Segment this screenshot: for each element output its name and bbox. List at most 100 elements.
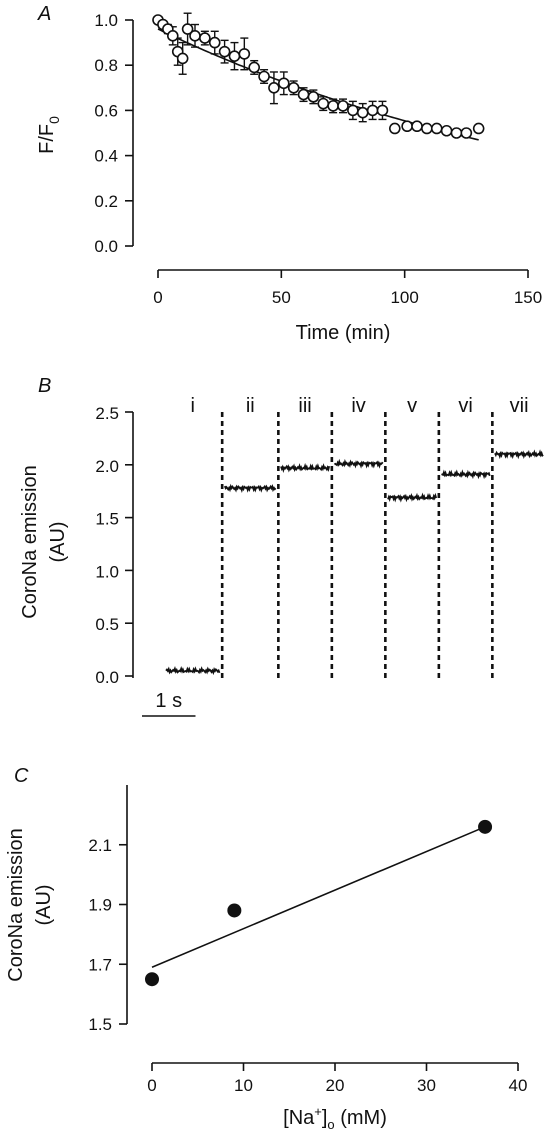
panel-b-trace (494, 449, 544, 460)
panel-c-data-point (227, 903, 242, 918)
panel-a-x-tick-label: 100 (390, 288, 418, 307)
panel-a-data-point (337, 100, 349, 112)
panel-b-label: B (38, 375, 51, 397)
panel-a-data-point (388, 122, 401, 135)
panel-b-segment-label: iv (351, 395, 365, 417)
panel-a-data-point (317, 97, 330, 110)
panel-a-x-ticks: 0 50 100 150 (153, 270, 542, 307)
panel-c-y-tick-label: 1.9 (88, 896, 112, 915)
panel-c-x-ticks: 0 10 20 30 40 (147, 1063, 527, 1095)
panel-c-x-label-sup: + (314, 1104, 322, 1119)
panel-a-data-point (430, 122, 443, 135)
panel-b-y-tick-label: 0.0 (95, 668, 119, 687)
panel-a-data-point (450, 127, 463, 139)
panel-a-label: A (37, 3, 51, 25)
panel-b-scale-bar-label: 1 s (155, 690, 182, 712)
panel-c-data-point (145, 972, 159, 987)
panel-a-data-point (277, 77, 290, 90)
panel-b-trace (441, 469, 491, 480)
panel-c-data-point (478, 819, 493, 834)
panel-a-data-point (347, 104, 359, 117)
panel-c-x-label: [Na+]o (mM) (283, 1104, 387, 1132)
panel-c-x-label-sub: o (327, 1117, 334, 1132)
panel-c-x-label-post: (mM) (335, 1107, 387, 1129)
panel-a-x-tick-label: 0 (153, 288, 162, 307)
panel-a-data-point (401, 120, 413, 133)
panel-c: C 1.5 1.7 1.9 2.1 0 10 20 30 40 [Na+]o (mM) Cor… (5, 765, 527, 1132)
panel-a-fit-curve (157, 28, 479, 141)
panel-b-trace (223, 483, 277, 493)
panel-c-x-tick-label: 10 (234, 1076, 253, 1095)
panel-b-trace (165, 665, 221, 676)
panel-a-y-ticks: 0.0 0.2 0.4 0.6 0.8 1.0 (94, 11, 133, 256)
panel-a-data-point (297, 88, 310, 101)
panel-b-y-tick-label: 2.5 (95, 404, 119, 423)
panel-a-data-point (228, 50, 241, 62)
panel-a-data-point (327, 100, 339, 112)
panel-a-data-point (218, 45, 231, 58)
panel-c-y-tick-label: 2.1 (88, 836, 112, 855)
panel-b-traces (165, 449, 544, 676)
panel-c-y-tick-label: 1.5 (88, 1015, 112, 1034)
panel-b-y-tick-label: 2.0 (95, 457, 119, 476)
panel-b-segment-label: i (191, 395, 195, 417)
panel-b-trace (280, 462, 331, 474)
panel-b-trace (387, 492, 438, 503)
panel-a-data-point (199, 32, 211, 44)
panel-c-x-tick-label: 30 (417, 1076, 436, 1095)
panel-b-segment-label: iii (298, 395, 311, 417)
panel-c-y-label-line1: CoroNa emission (5, 828, 27, 981)
panel-a-data-point (176, 52, 189, 65)
panel-a-data-point (411, 120, 423, 133)
panel-a-y-label: F/F0 (36, 116, 62, 154)
panel-a-x-tick-label: 50 (272, 288, 291, 307)
panel-c-points (145, 819, 493, 987)
panel-c-x-tick-label: 20 (326, 1076, 345, 1095)
panel-b-y-ticks: 0.0 0.5 1.0 1.5 2.0 2.5 (95, 404, 133, 687)
panel-c-fit-line (151, 826, 486, 968)
panel-b-y-label-line1: CoroNa emission (19, 465, 41, 618)
panel-a-y-tick-label: 0.6 (94, 101, 118, 120)
panel-c-x-tick-label: 0 (147, 1076, 156, 1095)
panel-a-data-point (181, 23, 194, 35)
panel-a-y-tick-label: 0.2 (94, 192, 118, 211)
panel-c-y-ticks: 1.5 1.7 1.9 2.1 (88, 836, 127, 1034)
panel-b-segment-label: ii (246, 395, 255, 417)
panel-a-y-tick-label: 0.4 (94, 147, 118, 166)
panel-a-y-tick-label: 1.0 (94, 11, 118, 30)
panel-a-data-point (366, 104, 379, 117)
panel-a-data-point (472, 122, 485, 135)
panel-b: B 0.00.51.01.52.02.5 i ii iii iv v vi vii 1 s … (19, 375, 544, 717)
panel-a-y-label-sub: 0 (46, 116, 62, 124)
panel-a-y-tick-label: 0.0 (94, 237, 118, 256)
panel-a-points (152, 14, 485, 139)
panel-a: A 0.0 0.2 0.4 0.6 0.8 1.0 0 50 100 150 Time (min… (36, 3, 542, 344)
panel-b-dividers (220, 412, 494, 678)
panel-c-y-label-line2: (AU) (33, 884, 55, 925)
panel-c-y-tick-label: 1.7 (88, 955, 112, 974)
panel-b-y-tick-label: 0.5 (95, 615, 119, 634)
panel-a-data-point (248, 61, 260, 74)
panel-b-segment-label: vi (458, 395, 472, 417)
panel-b-segment-label: v (407, 395, 417, 417)
panel-a-data-point (189, 30, 201, 42)
panel-a-data-point (356, 106, 369, 119)
panel-c-label: C (14, 765, 29, 787)
panel-a-y-label-main: F/F (36, 124, 58, 154)
panel-b-segment-labels: i ii iii iv v vi vii (191, 395, 529, 417)
panel-a-x-tick-label: 150 (514, 288, 542, 307)
panel-a-data-point (258, 70, 270, 83)
panel-c-x-label-pre: [Na (283, 1107, 315, 1129)
panel-a-data-point (287, 82, 300, 94)
panel-a-data-point (376, 104, 389, 117)
panel-b-y-tick-label: 1.5 (95, 510, 119, 529)
panel-b-segment-label: vii (510, 395, 529, 417)
panel-a-data-point (167, 30, 179, 42)
panel-a-data-point (460, 127, 473, 139)
panel-b-y-label-line2: (AU) (47, 521, 69, 562)
panel-a-x-label: Time (min) (296, 322, 391, 344)
panel-b-trace (333, 458, 384, 469)
panel-a-data-point (421, 122, 433, 135)
panel-a-data-point (440, 124, 453, 137)
